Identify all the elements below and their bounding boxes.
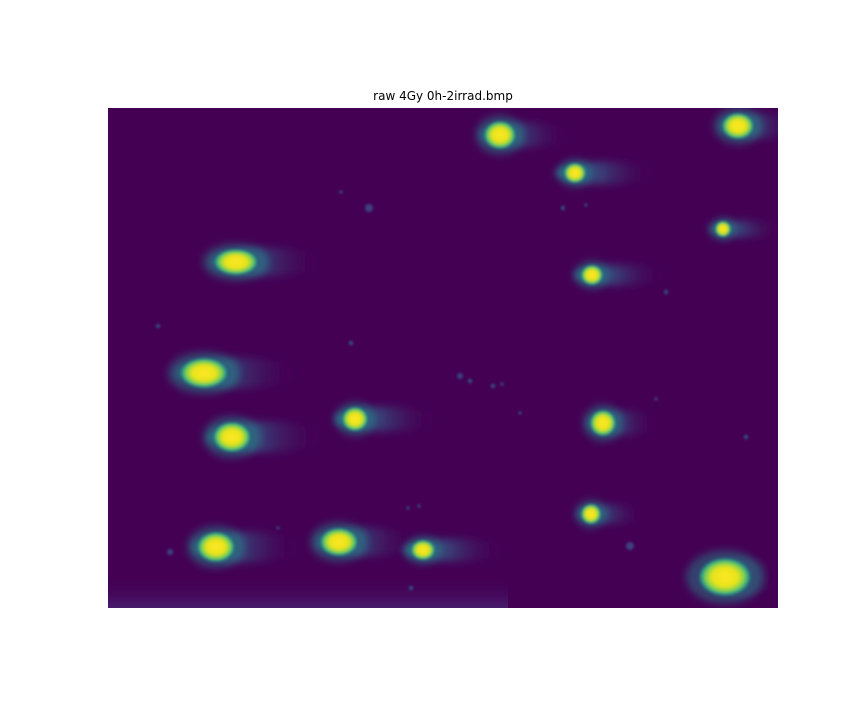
comet-2: [714, 108, 778, 145]
comet-7: [168, 352, 297, 394]
debris-particle: [654, 397, 658, 401]
comet-head: [580, 503, 602, 525]
debris-particle: [339, 190, 343, 194]
debris-particle: [518, 411, 522, 415]
debris-layer: [156, 190, 748, 590]
comet-head: [696, 556, 754, 598]
debris-particle: [349, 341, 353, 345]
debris-particle: [406, 506, 410, 510]
comet-head: [211, 247, 261, 277]
comet-head: [579, 264, 605, 286]
comet-1: [476, 115, 569, 155]
comet-head: [340, 405, 370, 433]
comet-9: [203, 416, 323, 458]
debris-particle: [276, 526, 280, 530]
comet-10: [583, 404, 657, 442]
comet-head: [714, 220, 732, 238]
debris-particle: [409, 586, 413, 590]
comet-6: [574, 261, 665, 289]
debris-particle: [457, 373, 463, 379]
image-title: raw 4Gy 0h-2irrad.bmp: [373, 89, 513, 103]
comet-head: [562, 162, 588, 184]
debris-particle: [167, 549, 173, 555]
comets-layer: [168, 108, 778, 604]
comet-4: [709, 217, 778, 241]
comet-15: [686, 550, 778, 604]
comet-assay-image: [108, 108, 778, 608]
debris-particle: [500, 382, 504, 386]
debris-particle: [626, 542, 634, 550]
comet-8: [334, 402, 436, 436]
comet-head: [482, 119, 518, 151]
comet-11: [576, 500, 644, 528]
debris-particle: [744, 435, 748, 439]
comet-head: [409, 539, 437, 561]
comet-head: [588, 408, 618, 438]
comet-13: [310, 522, 416, 562]
comet-14: [403, 536, 504, 564]
comet-head: [211, 420, 253, 454]
comet-head: [177, 356, 231, 390]
comet-head: [318, 526, 360, 558]
debris-particle: [365, 204, 373, 212]
bottom-glow: [108, 578, 508, 608]
debris-particle: [156, 324, 160, 328]
comet-head: [720, 111, 756, 141]
debris-particle: [664, 290, 668, 294]
debris-particle: [584, 203, 588, 207]
debris-particle: [561, 206, 565, 210]
comet-5: [203, 243, 322, 281]
debris-particle: [417, 504, 421, 508]
comet-3: [555, 159, 655, 187]
comet-12: [187, 526, 300, 568]
debris-particle: [491, 384, 495, 388]
debris-particle: [468, 379, 472, 383]
comet-head: [195, 530, 237, 564]
